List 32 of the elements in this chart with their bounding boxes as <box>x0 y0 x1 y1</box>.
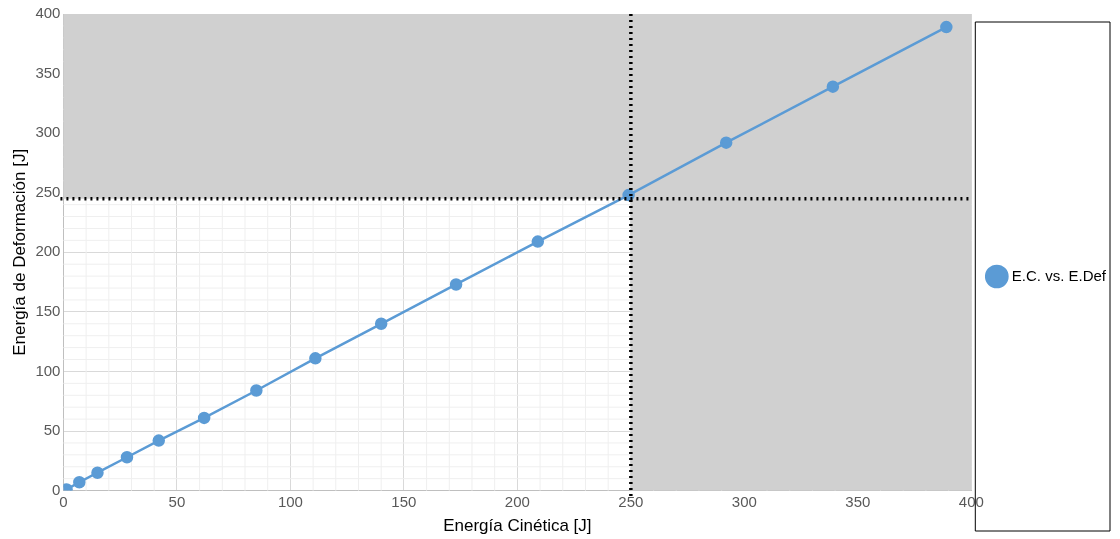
x-tick-label: 250 <box>618 492 644 510</box>
y-axis-title: Energía de Deformación [J] <box>9 148 29 356</box>
y-tick-label: 200 <box>35 242 61 260</box>
y-tick-label: 150 <box>35 302 61 320</box>
point <box>940 20 953 34</box>
x-axis-title: Energía Cinética [J] <box>443 516 592 536</box>
y-tick-label: 0 <box>52 480 61 498</box>
legend-label: E.C. vs. E.Def <box>1011 266 1107 284</box>
y-tick-label: 50 <box>43 421 61 439</box>
x-tick-label: 350 <box>845 492 871 510</box>
point <box>826 80 840 93</box>
point <box>250 384 263 397</box>
y-tick-label: 300 <box>35 123 61 141</box>
y-tick-label: 350 <box>35 63 61 81</box>
point <box>152 434 166 447</box>
x-tick-label: 300 <box>731 492 757 510</box>
point <box>91 466 104 479</box>
point <box>531 235 545 248</box>
y-tick-label: 400 <box>35 4 61 22</box>
point <box>73 476 86 489</box>
point <box>197 411 211 425</box>
y-tick-label: 250 <box>35 182 61 200</box>
x-tick-label: 50 <box>168 492 186 510</box>
point <box>120 450 134 464</box>
x-tick-label: 100 <box>277 492 303 510</box>
point <box>719 136 733 149</box>
point <box>449 278 463 291</box>
x-tick-label: 150 <box>391 492 417 510</box>
x-tick-label: 200 <box>504 492 530 510</box>
point <box>374 317 388 331</box>
y-tick-label: 100 <box>35 361 61 379</box>
point <box>309 352 322 365</box>
